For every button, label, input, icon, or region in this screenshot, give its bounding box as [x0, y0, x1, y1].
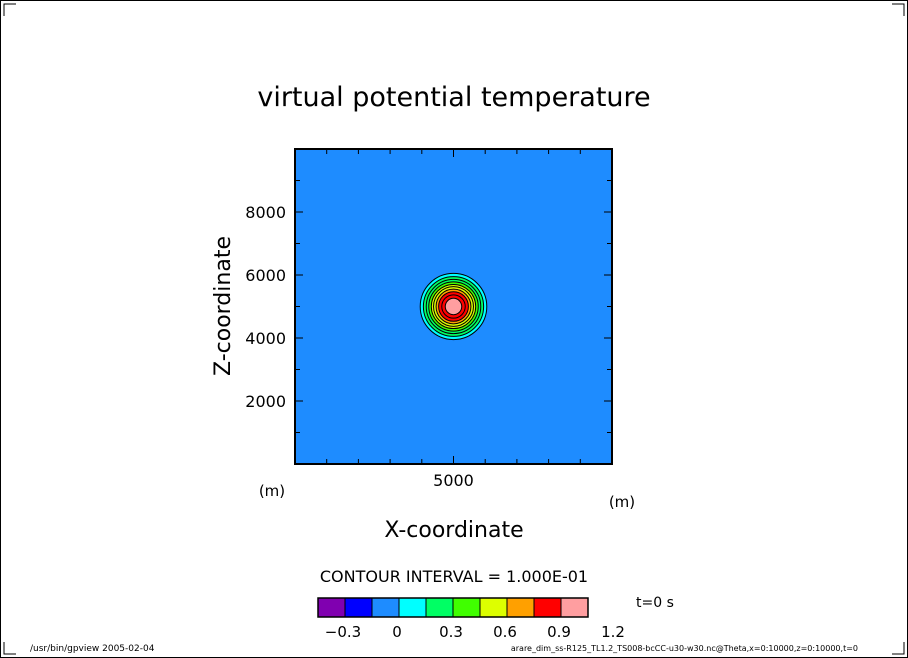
contour-lines: [419, 272, 488, 341]
contour-line: [438, 291, 469, 322]
colorbar-swatch: [560, 597, 589, 618]
colorbar-swatch: [452, 597, 481, 618]
colorbar-tick-label: 1.2: [601, 623, 625, 641]
plot-area: [294, 148, 613, 465]
colorbar-swatch: [398, 597, 427, 618]
x-unit-label: (m): [609, 493, 635, 511]
corner-mark-bottom-right: [892, 642, 905, 655]
chart-title: virtual potential temperature: [257, 82, 650, 113]
colorbar-swatch: [506, 597, 535, 618]
contour-core-fill: [445, 298, 462, 315]
y-unit-label: (m): [259, 482, 285, 500]
y-tick-label: 8000: [245, 203, 286, 222]
colorbar-swatch: [425, 597, 454, 618]
y-tick-label: 6000: [245, 266, 286, 285]
colorbar-border: [317, 597, 589, 618]
contour-line: [425, 278, 482, 335]
colorbar-tick-label: −0.3: [325, 623, 361, 641]
colorbar-swatch: [533, 597, 562, 618]
colorbar-tick-label: 0.9: [547, 623, 571, 641]
x-tick-label: 5000: [433, 471, 474, 490]
colorbar-tick-label: 0.3: [439, 623, 463, 641]
contour-line: [444, 297, 463, 316]
contour-interval-label: CONTOUR INTERVAL = 1.000E-01: [320, 567, 588, 586]
x-axis-label: X-coordinate: [384, 518, 523, 543]
y-tick-label: 2000: [245, 392, 286, 411]
time-label: t=0 s: [636, 595, 674, 611]
colorbar-tick-label: 0.6: [493, 623, 517, 641]
colorbar: [317, 597, 589, 618]
contour-line: [441, 294, 466, 319]
corner-mark-top-left: [3, 3, 16, 16]
contour-line: [430, 283, 477, 330]
footer-program-date: /usr/bin/gpview 2005-02-04: [30, 644, 155, 654]
contour-line: [435, 288, 472, 325]
colorbar-tick-labels: −0.3 0 0.3 0.6 0.9 1.2: [325, 623, 625, 641]
colorbar-swatch: [371, 597, 400, 618]
colorbar-tick-label: 0: [392, 623, 402, 641]
corner-mark-bottom-left: [3, 642, 16, 655]
colorbar-swatch: [317, 597, 346, 618]
plot-border: [294, 148, 613, 465]
contour-line: [433, 286, 474, 327]
corner-mark-top-right: [892, 3, 905, 16]
contour-line: [422, 276, 485, 337]
y-axis-label: Z-coordinate: [211, 236, 236, 376]
contour-line: [428, 281, 479, 332]
x-tick-labels: 5000: [433, 471, 474, 490]
colorbar-swatch: [479, 597, 508, 618]
y-tick-label: 4000: [245, 329, 286, 348]
footer-data-source: arare_dim_ss-R125_TL1.2_TS008-bcCC-u30-w…: [511, 644, 858, 653]
y-tick-labels: 2000 4000 6000 8000: [245, 203, 286, 411]
contour-line: [419, 272, 488, 341]
colorbar-swatch: [344, 597, 373, 618]
